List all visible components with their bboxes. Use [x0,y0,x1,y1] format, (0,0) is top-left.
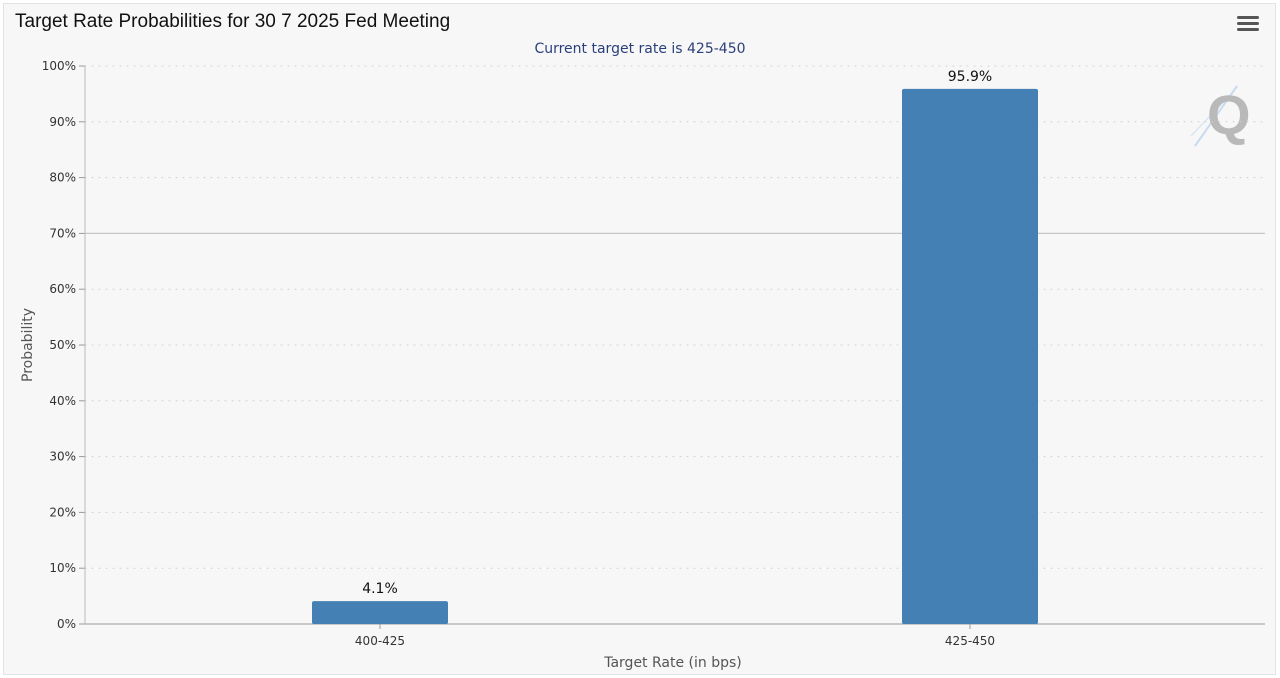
chart-title: Target Rate Probabilities for 30 7 2025 … [15,11,451,32]
y-tick-label: 20% [49,505,76,519]
y-tick-label: 60% [49,282,76,296]
x-tick-label-425-450: 425-450 [945,634,995,648]
data-label-400-425: 4.1% [362,581,398,597]
bar-chart: Current target rate is 425-450 0% 10% 20% 30… [20,41,1266,671]
y-tick-label: 50% [49,338,76,352]
y-tick-label: 40% [49,394,76,408]
y-tick-label: 80% [49,171,76,185]
y-tick-label: 100% [42,59,76,73]
chart-container: Target Rate Probabilities for 30 7 2025 … [3,3,1276,675]
bar-400-425 [312,601,448,624]
y-tick-label: 10% [49,561,76,575]
y-tick-label: 30% [49,450,76,464]
hamburger-menu-icon[interactable] [1237,16,1259,34]
bar-425-450 [902,88,1038,625]
q-watermark-logo: Q [1190,83,1251,147]
watermark-letter: Q [1207,83,1251,146]
x-tick-label-400-425: 400-425 [355,634,405,648]
y-tick-label: 90% [49,115,76,129]
y-tick-label: 70% [49,226,76,240]
y-axis-title: Probability [20,308,36,382]
data-label-425-450: 95.9% [948,69,992,85]
y-tick-label: 0% [57,617,76,631]
chart-subtitle: Current target rate is 425-450 [534,41,745,57]
x-axis-title: Target Rate (in bps) [603,655,742,671]
